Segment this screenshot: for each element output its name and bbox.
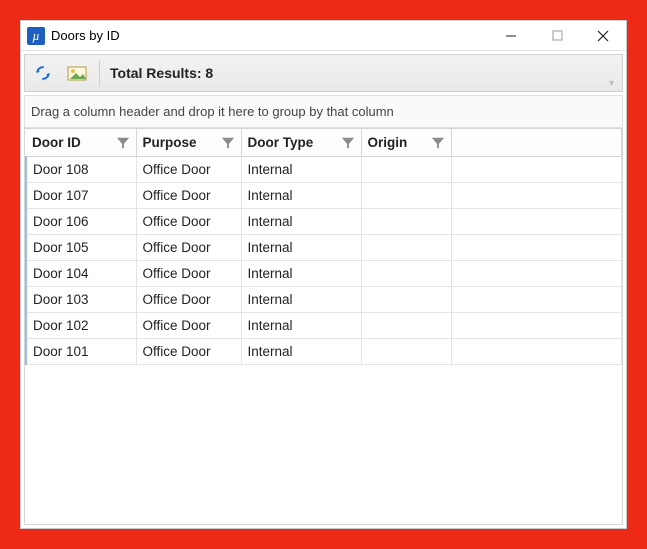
title-bar[interactable]: µ Doors by ID	[21, 21, 626, 51]
cell-extra[interactable]	[451, 313, 622, 339]
cell-origin[interactable]	[361, 261, 451, 287]
filter-icon[interactable]	[431, 136, 445, 150]
cell-extra[interactable]	[451, 261, 622, 287]
filter-icon[interactable]	[221, 136, 235, 150]
header-row: Door ID Purpose Door Type	[26, 129, 622, 157]
cell-purpose[interactable]: Office Door	[136, 339, 241, 365]
filter-icon[interactable]	[341, 136, 355, 150]
window-frame: µ Doors by ID	[20, 20, 627, 529]
col-header-label: Purpose	[143, 135, 197, 150]
cell-id[interactable]: Door 108	[26, 157, 136, 183]
cell-purpose[interactable]: Office Door	[136, 157, 241, 183]
table-row[interactable]: Door 102Office DoorInternal	[26, 313, 622, 339]
col-header-origin[interactable]: Origin	[361, 129, 451, 157]
cell-type[interactable]: Internal	[241, 209, 361, 235]
minimize-button[interactable]	[488, 21, 534, 51]
cell-purpose[interactable]: Office Door	[136, 235, 241, 261]
cell-extra[interactable]	[451, 339, 622, 365]
cell-purpose[interactable]: Office Door	[136, 287, 241, 313]
cell-type[interactable]: Internal	[241, 313, 361, 339]
app-icon: µ	[27, 27, 45, 45]
cell-type[interactable]: Internal	[241, 261, 361, 287]
cell-type[interactable]: Internal	[241, 287, 361, 313]
refresh-icon[interactable]	[31, 61, 55, 85]
table-row[interactable]: Door 108Office DoorInternal	[26, 157, 622, 183]
toolbar-overflow-icon[interactable]: ▾	[609, 78, 616, 91]
cell-id[interactable]: Door 105	[26, 235, 136, 261]
cell-id[interactable]: Door 104	[26, 261, 136, 287]
cell-origin[interactable]	[361, 183, 451, 209]
cell-id[interactable]: Door 102	[26, 313, 136, 339]
cell-extra[interactable]	[451, 287, 622, 313]
cell-purpose[interactable]: Office Door	[136, 261, 241, 287]
cell-id[interactable]: Door 101	[26, 339, 136, 365]
table-row[interactable]: Door 103Office DoorInternal	[26, 287, 622, 313]
cell-origin[interactable]	[361, 157, 451, 183]
cell-purpose[interactable]: Office Door	[136, 313, 241, 339]
col-header-extra[interactable]	[451, 129, 622, 157]
cell-id[interactable]: Door 103	[26, 287, 136, 313]
group-by-area[interactable]: Drag a column header and drop it here to…	[24, 95, 623, 128]
toolbar: Total Results: 8 ▾	[24, 54, 623, 92]
cell-type[interactable]: Internal	[241, 157, 361, 183]
filter-icon[interactable]	[116, 136, 130, 150]
col-header-label: Door Type	[248, 135, 314, 150]
cell-origin[interactable]	[361, 209, 451, 235]
cell-id[interactable]: Door 107	[26, 183, 136, 209]
doors-table: Door ID Purpose Door Type	[25, 129, 622, 365]
cell-origin[interactable]	[361, 313, 451, 339]
col-header-door-id[interactable]: Door ID	[26, 129, 136, 157]
window-title: Doors by ID	[51, 28, 120, 43]
image-icon[interactable]	[65, 61, 89, 85]
cell-origin[interactable]	[361, 287, 451, 313]
table-row[interactable]: Door 104Office DoorInternal	[26, 261, 622, 287]
cell-type[interactable]: Internal	[241, 235, 361, 261]
col-header-door-type[interactable]: Door Type	[241, 129, 361, 157]
cell-extra[interactable]	[451, 183, 622, 209]
cell-purpose[interactable]: Office Door	[136, 209, 241, 235]
cell-type[interactable]: Internal	[241, 339, 361, 365]
table-row[interactable]: Door 101Office DoorInternal	[26, 339, 622, 365]
table-row[interactable]: Door 106Office DoorInternal	[26, 209, 622, 235]
table-body: Door 108Office DoorInternalDoor 107Offic…	[26, 157, 622, 365]
cell-extra[interactable]	[451, 209, 622, 235]
cell-extra[interactable]	[451, 235, 622, 261]
col-header-label: Door ID	[32, 135, 81, 150]
data-grid[interactable]: Door ID Purpose Door Type	[24, 128, 623, 525]
cell-extra[interactable]	[451, 157, 622, 183]
cell-purpose[interactable]: Office Door	[136, 183, 241, 209]
table-row[interactable]: Door 107Office DoorInternal	[26, 183, 622, 209]
cell-origin[interactable]	[361, 235, 451, 261]
total-results-label: Total Results: 8	[110, 65, 213, 81]
cell-origin[interactable]	[361, 339, 451, 365]
maximize-button[interactable]	[534, 21, 580, 51]
close-button[interactable]	[580, 21, 626, 51]
cell-id[interactable]: Door 106	[26, 209, 136, 235]
toolbar-separator	[99, 60, 100, 86]
cell-type[interactable]: Internal	[241, 183, 361, 209]
col-header-purpose[interactable]: Purpose	[136, 129, 241, 157]
table-row[interactable]: Door 105Office DoorInternal	[26, 235, 622, 261]
col-header-label: Origin	[368, 135, 408, 150]
